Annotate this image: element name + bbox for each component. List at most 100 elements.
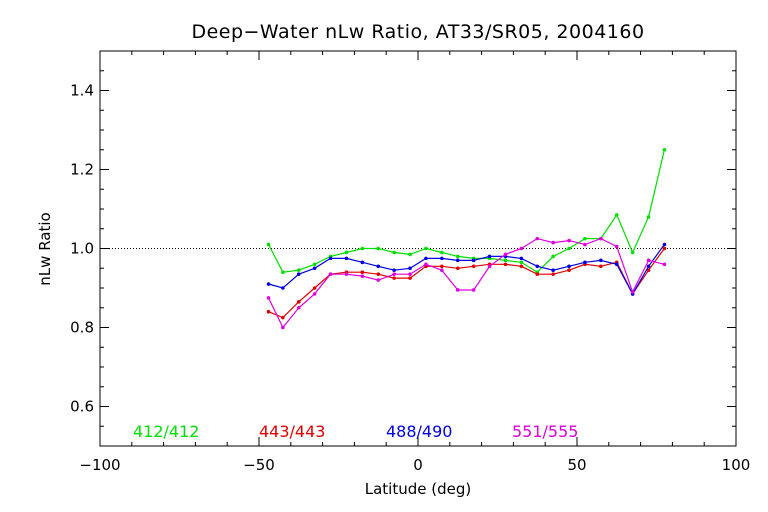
data-point [662, 262, 667, 267]
data-point [424, 256, 428, 261]
data-point [266, 296, 271, 300]
series-line [268, 248, 665, 319]
series-551-555 [266, 236, 667, 330]
y-tick-label: 0.6 [70, 398, 94, 416]
data-point [281, 286, 285, 290]
data-point [614, 213, 619, 217]
legend-label: 443/443 [259, 422, 325, 441]
data-point [392, 276, 396, 280]
data-point [281, 270, 285, 275]
data-point [312, 286, 317, 290]
data-point [344, 256, 349, 261]
data-point [567, 268, 571, 273]
series-layer [266, 147, 667, 330]
data-point [487, 264, 492, 269]
data-point [312, 262, 317, 267]
data-point [296, 272, 301, 276]
data-point [392, 268, 396, 273]
x-tick-label: 50 [567, 456, 586, 474]
data-point [392, 272, 396, 276]
data-point [312, 292, 317, 296]
axis-ticks [99, 50, 737, 447]
data-point [503, 262, 508, 267]
data-point [455, 266, 460, 271]
data-point [567, 238, 571, 243]
data-point [376, 246, 381, 251]
data-point [614, 244, 619, 249]
x-tick-label: −50 [243, 456, 275, 474]
data-point [266, 282, 271, 286]
data-point [440, 268, 444, 273]
data-point [360, 270, 365, 275]
y-tick-label: 1.4 [70, 82, 94, 100]
data-point [266, 309, 271, 314]
legend-label: 412/412 [133, 422, 199, 441]
data-point [360, 246, 365, 251]
data-point [583, 242, 587, 247]
data-point [519, 256, 524, 261]
data-point [662, 242, 667, 247]
data-point [424, 246, 428, 251]
data-point [646, 258, 651, 263]
data-point [567, 264, 571, 269]
data-point [424, 262, 428, 267]
data-point [296, 300, 301, 304]
data-point [408, 276, 412, 280]
data-point [266, 242, 271, 247]
data-point [376, 264, 381, 269]
series-488-490 [266, 242, 667, 296]
data-point [599, 258, 603, 263]
data-point [551, 240, 555, 245]
data-point [281, 325, 285, 330]
data-point [535, 236, 540, 241]
legend: 412/412 443/443 488/490 551/555 [133, 422, 578, 441]
data-point [296, 268, 301, 273]
data-point [662, 147, 667, 152]
data-point [599, 236, 603, 241]
data-point [646, 268, 651, 273]
data-point [360, 260, 365, 265]
data-point [328, 272, 333, 276]
data-point [567, 246, 571, 251]
data-point [519, 264, 524, 269]
series-line [267, 149, 665, 273]
data-point [535, 272, 540, 276]
data-point [376, 272, 381, 276]
data-point [471, 264, 476, 269]
data-point [296, 305, 301, 310]
data-point [535, 264, 540, 269]
data-point [440, 250, 444, 255]
chart-title: Deep−Water nLw Ratio, AT33/SR05, 2004160 [191, 21, 644, 43]
data-point [440, 264, 444, 269]
data-point [646, 264, 651, 269]
x-axis-label: Latitude (deg) [365, 480, 471, 498]
series-line [267, 237, 665, 329]
data-point [551, 254, 555, 259]
data-point [646, 215, 651, 219]
data-point [455, 288, 460, 292]
series-line [268, 244, 665, 296]
data-point [281, 315, 285, 320]
data-point [360, 274, 365, 278]
data-point [312, 266, 317, 271]
data-point [630, 290, 635, 294]
y-tick-labels: 0.6 0.8 1.0 1.2 1.4 [70, 82, 94, 416]
x-tick-label: 100 [722, 456, 751, 474]
data-point [614, 262, 619, 267]
data-point [503, 252, 508, 257]
y-tick-label: 1.0 [70, 240, 94, 258]
y-tick-label: 1.2 [70, 161, 94, 179]
data-point [519, 260, 524, 265]
series-412-412 [266, 147, 667, 275]
legend-label: 488/490 [386, 422, 452, 441]
data-point [487, 254, 492, 259]
data-point [583, 260, 587, 265]
data-point [583, 236, 587, 241]
data-point [551, 272, 555, 276]
data-point [455, 258, 460, 263]
x-tick-label: −100 [79, 456, 120, 474]
y-axis-label: nLw Ratio [36, 212, 54, 285]
data-point [344, 250, 349, 255]
y-tick-label: 0.8 [70, 319, 94, 337]
data-point [344, 272, 349, 276]
